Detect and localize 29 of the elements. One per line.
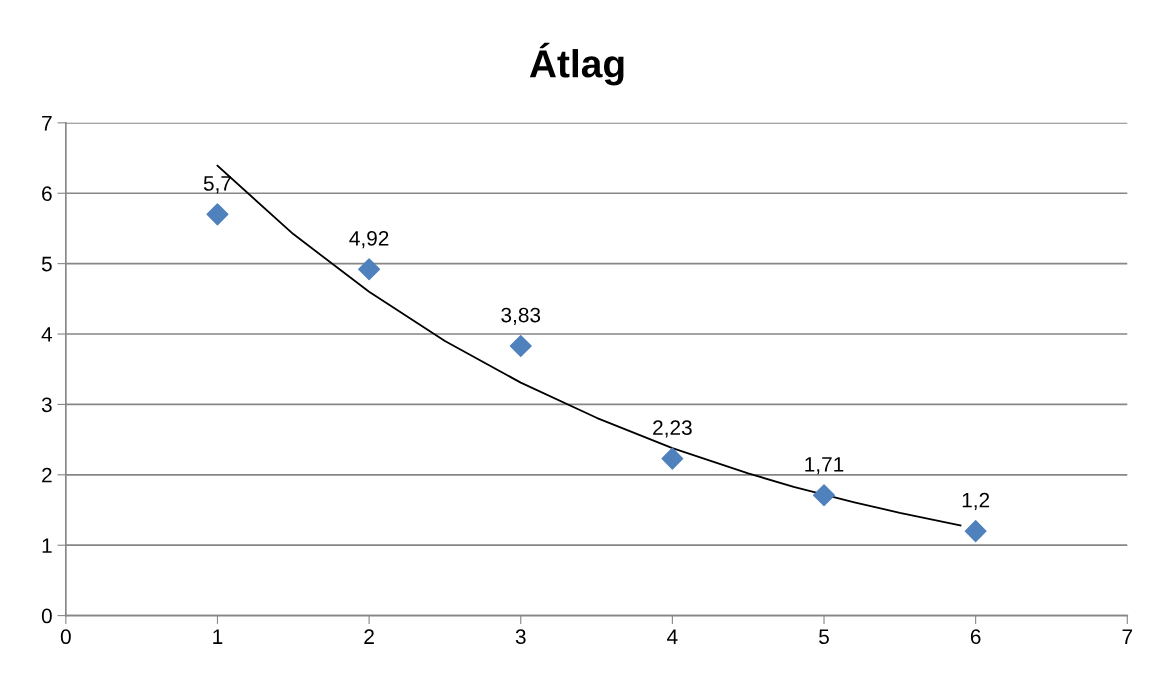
x-tick-label: 4: [667, 629, 678, 644]
point: [964, 520, 987, 543]
chart-title: Átlag: [529, 42, 624, 86]
point: [813, 484, 836, 507]
point: [661, 447, 684, 470]
point: [206, 203, 229, 226]
y-tick-label: 1: [42, 538, 52, 553]
point: [358, 258, 381, 281]
y-tick-label: 6: [42, 186, 52, 201]
x-tick-label: 3: [515, 629, 526, 645]
x-tick-label: 5: [819, 629, 829, 645]
data-label: 3,83: [501, 307, 541, 325]
data-label: 1,71: [805, 457, 844, 475]
x-tick-label: 6: [970, 629, 981, 645]
point: [509, 335, 532, 357]
x-tick-label: 2: [364, 629, 374, 644]
data-label: 4,92: [349, 230, 389, 249]
y-tick-label: 0: [41, 608, 52, 624]
data-label: 1,2: [962, 492, 990, 511]
data-label: 2,23: [653, 420, 692, 438]
data-label: 5,7: [203, 176, 231, 194]
y-tick-label: 3: [41, 397, 52, 413]
y-tick-label: 5: [41, 256, 52, 272]
y-tick-label: 7: [42, 116, 52, 131]
x-tick-label: 1: [213, 629, 223, 644]
y-tick-label: 4: [41, 327, 53, 342]
x-tick-label: 7: [1122, 629, 1133, 644]
y-tick-label: 2: [42, 467, 52, 483]
x-tick-label: 0: [60, 629, 71, 645]
